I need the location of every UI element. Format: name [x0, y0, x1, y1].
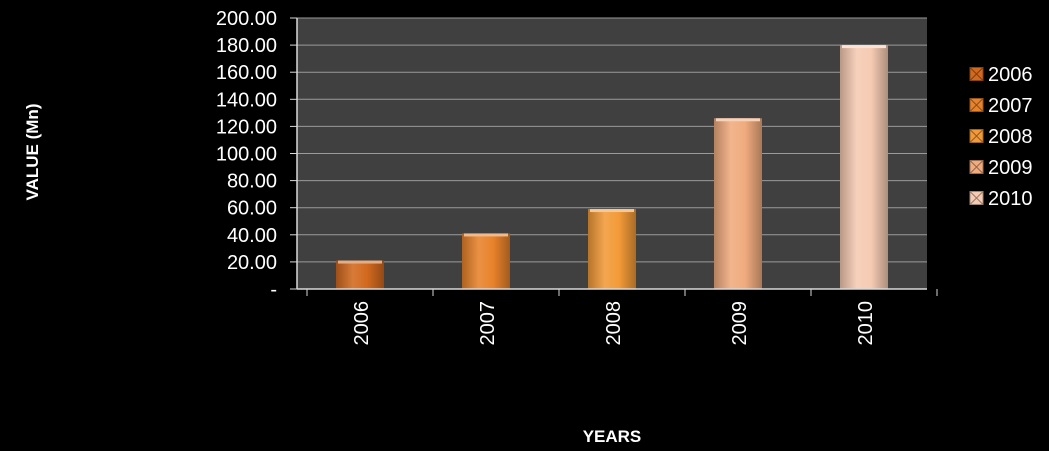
legend-label: 2009	[988, 157, 1033, 179]
y-tick-label: 20.00	[227, 252, 277, 274]
bar-body	[840, 45, 888, 289]
y-tick-label: 180.00	[216, 35, 277, 57]
bar	[840, 45, 888, 289]
legend-swatch-bevel	[969, 98, 984, 112]
y-tick-label: -	[270, 279, 277, 301]
legend-label: 2010	[988, 188, 1033, 210]
bar	[588, 209, 636, 289]
bar-highlight	[590, 209, 634, 213]
bar	[336, 260, 384, 289]
x-tick-label: 2007	[477, 301, 499, 346]
legend-swatch-bevel	[969, 67, 984, 81]
y-tick-label: 60.00	[227, 198, 277, 220]
x-axis-title: YEARS	[583, 427, 642, 446]
bar-body	[588, 209, 636, 289]
bar-body	[336, 260, 384, 289]
bar	[462, 233, 510, 289]
bar-body	[462, 233, 510, 289]
bar-highlight	[464, 233, 508, 237]
y-tick-label: 80.00	[227, 171, 277, 193]
legend-label: 2006	[988, 64, 1033, 86]
y-tick-label: 120.00	[216, 116, 277, 138]
bar	[714, 118, 762, 290]
legend-swatch-bevel	[969, 129, 984, 143]
legend-swatch-bevel	[969, 191, 984, 205]
legend-item: 2008	[969, 126, 1033, 148]
bar-highlight	[842, 45, 886, 49]
x-tick-label: 2008	[603, 301, 625, 346]
y-tick-label: 40.00	[227, 225, 277, 247]
x-tick-labels: 2006 2007 2008 2009 2010	[351, 301, 877, 346]
y-tick-label: 200.00	[216, 8, 277, 30]
bars	[336, 45, 888, 290]
legend: 2006 2007 2008 2009 2010	[969, 64, 1033, 210]
y-tick-label: 160.00	[216, 62, 277, 84]
x-tick-label: 2006	[351, 301, 373, 346]
legend-label: 2007	[988, 95, 1033, 117]
bar-highlight	[716, 118, 760, 122]
legend-label: 2008	[988, 126, 1033, 148]
bar-body	[714, 118, 762, 290]
y-tick-label: 100.00	[216, 144, 277, 166]
legend-item: 2007	[969, 95, 1033, 117]
x-tick-label: 2009	[729, 301, 751, 346]
axes	[296, 18, 938, 296]
legend-item: 2009	[969, 157, 1033, 179]
x-tick-label: 2010	[855, 301, 877, 346]
y-tick-label: 140.00	[216, 89, 277, 111]
legend-swatch-bevel	[969, 160, 984, 174]
legend-item: 2010	[969, 188, 1033, 210]
legend-item: 2006	[969, 64, 1033, 86]
y-tick-labels: - 20.00 40.00 60.00 80.00 100.00 120.00 140.00 1…	[216, 8, 277, 301]
y-axis-title: VALUE (Mn)	[23, 104, 42, 201]
bar-highlight	[338, 260, 382, 264]
